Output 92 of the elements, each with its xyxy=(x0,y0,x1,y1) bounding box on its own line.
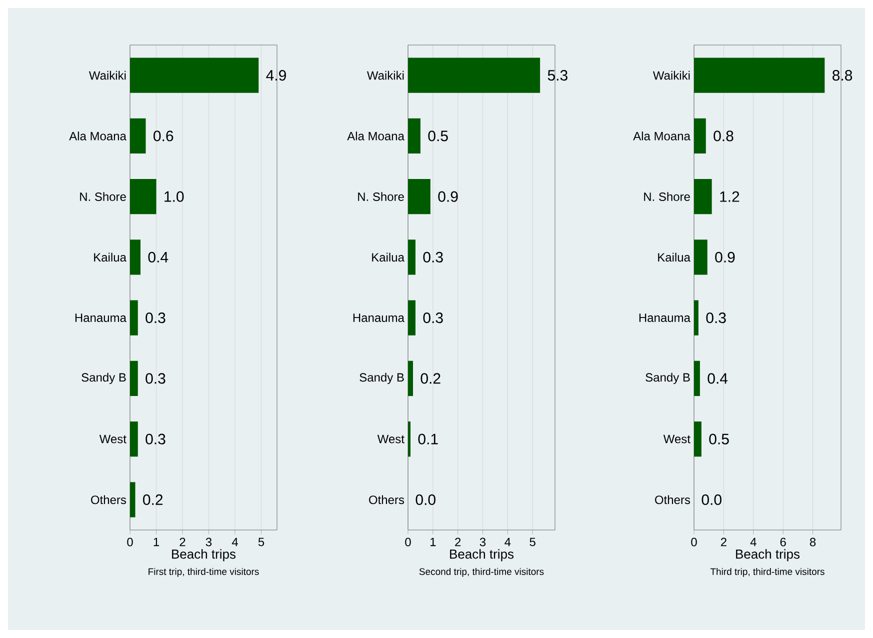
x-tick-label: 4 xyxy=(504,538,511,546)
bar xyxy=(408,360,413,396)
data-label: 0.3 xyxy=(706,312,726,324)
bar xyxy=(130,178,156,214)
data-label: 4.9 xyxy=(266,70,286,81)
bar xyxy=(408,300,416,336)
data-label: 1.2 xyxy=(720,191,740,202)
data-label: 0.1 xyxy=(418,434,438,444)
y-tick-label: West xyxy=(377,434,404,444)
bar xyxy=(130,360,138,396)
bar xyxy=(694,58,825,93)
data-label: 0.3 xyxy=(146,434,166,444)
x-tick-label: 4 xyxy=(750,538,756,546)
y-tick-label: Kailua xyxy=(658,252,690,262)
bar xyxy=(130,482,136,518)
y-tick-label: Waikiki xyxy=(652,70,690,80)
y-tick-label: Sandy B xyxy=(360,372,404,384)
data-label: 0.2 xyxy=(420,373,440,384)
text: Third trip, third-time visitors xyxy=(710,568,824,577)
bar xyxy=(694,240,708,275)
x-tick-label: 1 xyxy=(154,538,159,546)
y-tick-label: Ala Moana xyxy=(69,132,126,140)
data-label: 0.0 xyxy=(416,494,436,505)
y-tick-label: Waikiki xyxy=(88,70,126,80)
data-label: 1.0 xyxy=(164,191,184,202)
y-tick-label: West xyxy=(99,434,126,444)
data-label: 0.4 xyxy=(708,373,728,384)
y-tick-label: West xyxy=(663,434,690,444)
data-label: 5.3 xyxy=(548,70,568,81)
x-axis-title: Beach trips xyxy=(172,549,236,562)
x-tick-label: 0 xyxy=(691,538,697,546)
y-tick-label: Sandy B xyxy=(82,372,126,384)
x-tick-label: 2 xyxy=(180,538,186,546)
data-label: 0.0 xyxy=(702,494,722,505)
x-axis-title: Beach trips xyxy=(450,549,514,562)
data-label: 0.3 xyxy=(146,373,166,384)
x-tick-label: 0 xyxy=(127,538,133,546)
x-tick-label: 3 xyxy=(480,538,486,546)
bar xyxy=(694,178,712,214)
data-label: 0.9 xyxy=(715,252,735,262)
bar xyxy=(694,360,700,396)
data-label: 0.5 xyxy=(428,130,448,142)
y-tick-label: Kailua xyxy=(372,252,404,262)
bar xyxy=(130,240,140,275)
data-label: 8.8 xyxy=(832,70,852,81)
bar xyxy=(408,58,540,93)
bar xyxy=(130,300,138,336)
data-label: 0.2 xyxy=(143,494,163,505)
y-tick-label: Ala Moana xyxy=(633,132,690,140)
data-label: 0.4 xyxy=(148,252,168,262)
y-tick-label: Others xyxy=(655,495,690,504)
y-tick-label: N. Shore xyxy=(644,192,690,201)
bar xyxy=(130,421,138,457)
bar xyxy=(694,300,698,336)
bar xyxy=(130,118,146,154)
text: Second trip, third-time visitors xyxy=(419,568,544,577)
data-label: 0.3 xyxy=(423,312,443,324)
y-tick-label: Others xyxy=(369,495,404,504)
bar xyxy=(408,240,416,275)
x-tick-label: 4 xyxy=(232,538,238,546)
y-tick-label: Hanauma xyxy=(353,314,404,322)
data-label: 0.6 xyxy=(154,130,174,142)
x-tick-label: 5 xyxy=(258,538,264,546)
y-tick-label: Ala Moana xyxy=(347,132,404,140)
data-label: 0.3 xyxy=(146,312,166,324)
data-label: 0.9 xyxy=(438,191,458,202)
y-tick-label: Kailua xyxy=(94,252,126,262)
x-tick-label: 0 xyxy=(405,538,411,546)
x-axis-title: Beach trips xyxy=(736,549,800,562)
x-tick-label: 5 xyxy=(530,538,536,546)
x-tick-label: 1 xyxy=(430,538,436,546)
x-tick-label: 3 xyxy=(206,538,212,546)
bar xyxy=(130,58,259,93)
x-tick-label: 2 xyxy=(720,538,726,546)
x-tick-label: 6 xyxy=(780,538,786,546)
bar xyxy=(694,118,706,154)
bar xyxy=(408,178,430,214)
bar xyxy=(408,118,420,154)
text: First trip, third-time visitors xyxy=(148,568,259,577)
y-tick-label: Sandy B xyxy=(646,372,690,384)
x-tick-label: 8 xyxy=(810,538,816,546)
y-tick-label: Waikiki xyxy=(366,70,404,80)
y-tick-label: Hanauma xyxy=(639,314,690,322)
data-label: 0.5 xyxy=(709,434,729,444)
x-tick-label: 2 xyxy=(455,538,461,546)
data-label: 0.8 xyxy=(714,130,734,142)
y-tick-label: N. Shore xyxy=(80,192,126,201)
data-label: 0.3 xyxy=(423,252,443,262)
y-tick-label: Hanauma xyxy=(75,314,126,322)
bar xyxy=(694,421,702,457)
y-tick-label: Others xyxy=(91,495,126,504)
y-tick-label: N. Shore xyxy=(358,192,404,201)
